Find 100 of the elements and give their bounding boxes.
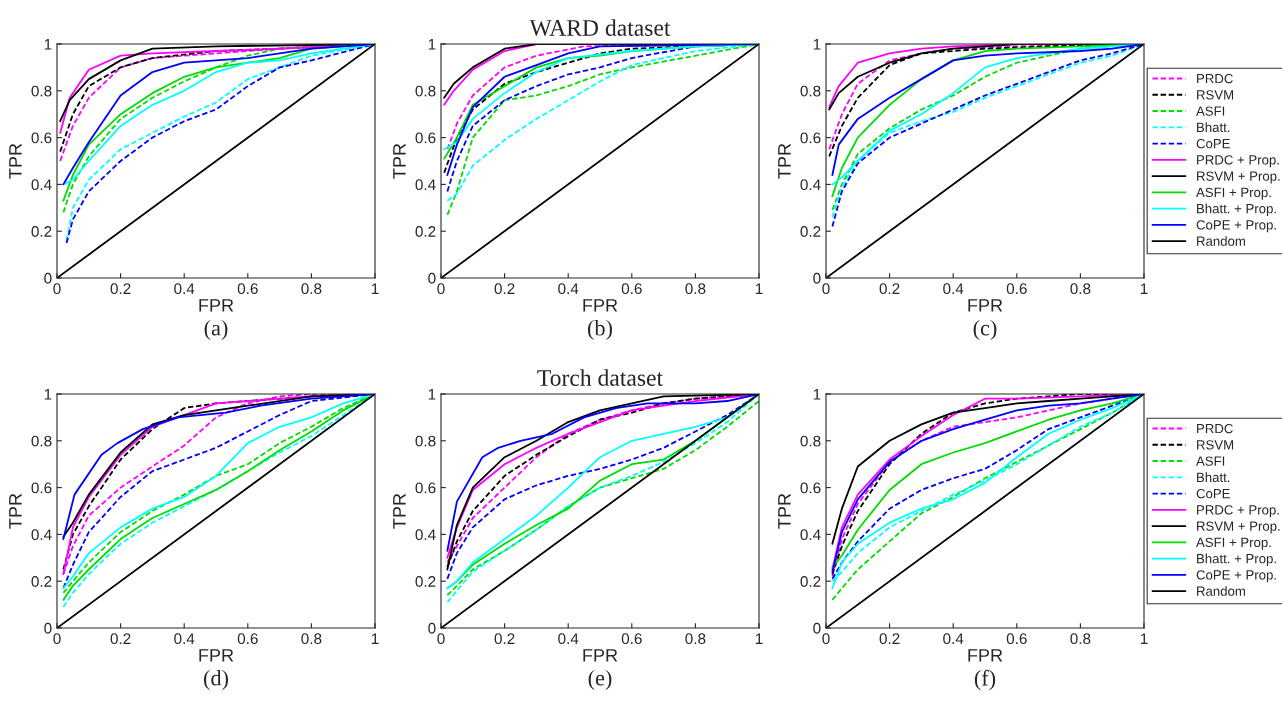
- y-tick-label: 1: [44, 389, 52, 400]
- y-axis-title: TPR: [778, 493, 791, 529]
- y-tick-label: 0.6: [31, 482, 52, 494]
- legend-label: RSVM: [1197, 90, 1234, 100]
- legend-label: Bhatt.: [1197, 472, 1230, 483]
- y-tick-label: 1: [813, 39, 821, 50]
- x-tick-label: 0.6: [621, 633, 642, 645]
- legend-label: PRDC: [1197, 423, 1233, 434]
- x-tick-label: 0: [53, 633, 61, 645]
- y-tick-label: 0.6: [415, 482, 436, 494]
- y-tick-label: 0: [813, 272, 821, 284]
- x-tick-label: 0.6: [237, 283, 258, 295]
- chart-title: Torch dataset: [537, 369, 663, 386]
- y-axis-title: TPR: [9, 143, 22, 179]
- legend-label: CoPE: [1196, 488, 1230, 499]
- y-axis-title: TPR: [393, 143, 406, 179]
- legend-label: PRDC + Prop.: [1197, 155, 1279, 168]
- chart-title: WARD dataset: [529, 19, 671, 37]
- x-tick-label: 0.4: [558, 633, 579, 645]
- x-tick-label: 0.8: [301, 283, 322, 295]
- legend-label: ASFI + Prop.: [1196, 537, 1271, 550]
- y-tick-label: 1: [428, 389, 436, 400]
- y-tick-label: 0: [428, 622, 436, 634]
- y-tick-label: 0.4: [31, 179, 52, 191]
- y-tick-label: 0.6: [800, 482, 821, 494]
- y-tick-label: 0.2: [800, 576, 821, 587]
- x-tick-label: 0: [822, 283, 830, 295]
- x-axis-title: FPR: [583, 649, 618, 662]
- y-axis-title: TPR: [778, 143, 791, 179]
- legend-label: CoPE: [1196, 138, 1230, 149]
- y-tick-label: 0.4: [415, 529, 436, 541]
- y-tick-label: 0.4: [31, 529, 52, 541]
- x-tick-label: 0.2: [494, 283, 515, 295]
- y-tick-label: 0.4: [800, 179, 821, 191]
- x-tick-label: 0.8: [685, 633, 706, 645]
- text: (c): [973, 319, 997, 341]
- x-axis-title: FPR: [968, 649, 1003, 662]
- x-tick-label: 0: [53, 283, 61, 295]
- y-tick-label: 0: [44, 622, 52, 634]
- y-tick-label: 0.6: [415, 132, 436, 144]
- y-tick-label: 0.2: [31, 226, 52, 237]
- x-tick-label: 0.2: [110, 283, 131, 295]
- x-tick-label: 0.8: [685, 283, 706, 295]
- y-tick-label: 0.8: [415, 435, 436, 447]
- x-tick-label: 0: [822, 633, 830, 645]
- legend-label: RSVM + Prop.: [1197, 171, 1280, 184]
- x-tick-label: 0.2: [494, 633, 515, 645]
- x-tick-label: 1: [371, 283, 379, 294]
- y-tick-label: 0.2: [31, 576, 52, 587]
- legend-label: ASFI: [1196, 106, 1225, 116]
- x-tick-label: 0.4: [943, 283, 964, 295]
- x-axis-title: FPR: [968, 299, 1003, 312]
- x-tick-label: 0.4: [558, 283, 579, 295]
- legend-label: ASFI: [1196, 456, 1225, 466]
- x-axis-title: FPR: [583, 299, 618, 312]
- x-tick-label: 1: [371, 633, 379, 644]
- x-tick-label: 0: [437, 283, 445, 295]
- text: (f): [974, 669, 996, 691]
- x-tick-label: 0.2: [879, 633, 900, 645]
- x-tick-label: 0.4: [174, 633, 195, 645]
- legend-label: CoPE + Prop.: [1196, 570, 1276, 583]
- y-tick-label: 0.6: [800, 132, 821, 144]
- legend-label: RSVM + Prop.: [1197, 521, 1280, 534]
- x-tick-label: 0: [437, 633, 445, 645]
- x-tick-label: 0.6: [621, 283, 642, 295]
- legend-label: PRDC + Prop.: [1197, 505, 1279, 518]
- y-tick-label: 0.8: [31, 85, 52, 97]
- x-tick-label: 0.4: [174, 283, 195, 295]
- y-tick-label: 1: [428, 39, 436, 50]
- legend-label: Bhatt. + Prop.: [1197, 553, 1276, 566]
- x-tick-label: 0.6: [237, 633, 258, 645]
- y-tick-label: 0.2: [800, 226, 821, 237]
- x-tick-label: 0.2: [110, 633, 131, 645]
- legend-label: RSVM: [1197, 440, 1234, 450]
- x-tick-label: 0.8: [1070, 283, 1091, 295]
- x-tick-label: 1: [755, 283, 763, 294]
- y-axis-title: TPR: [9, 493, 22, 529]
- legend-label: ASFI + Prop.: [1196, 187, 1271, 200]
- y-tick-label: 0.4: [800, 529, 821, 541]
- x-tick-label: 1: [755, 633, 763, 644]
- x-tick-label: 0.8: [301, 633, 322, 645]
- x-tick-label: 0.4: [943, 633, 964, 645]
- legend-label: Bhatt. + Prop.: [1197, 203, 1276, 216]
- y-tick-label: 0.8: [800, 85, 821, 97]
- text: (a): [204, 319, 228, 341]
- x-tick-label: 0.8: [1070, 633, 1091, 645]
- y-tick-label: 0: [428, 272, 436, 284]
- text: (e): [588, 669, 612, 691]
- y-tick-label: 1: [44, 39, 52, 50]
- y-tick-label: 0.8: [800, 435, 821, 447]
- y-tick-label: 0.2: [415, 576, 436, 587]
- legend-label: Random: [1197, 586, 1245, 596]
- legend-label: Random: [1197, 236, 1245, 246]
- y-axis-title: TPR: [393, 493, 406, 529]
- x-axis-title: FPR: [199, 299, 234, 312]
- y-tick-label: 0.8: [415, 85, 436, 97]
- y-tick-label: 1: [813, 389, 821, 400]
- legend-label: Bhatt.: [1197, 122, 1230, 133]
- legend-label: PRDC: [1197, 73, 1233, 84]
- x-tick-label: 0.2: [879, 283, 900, 295]
